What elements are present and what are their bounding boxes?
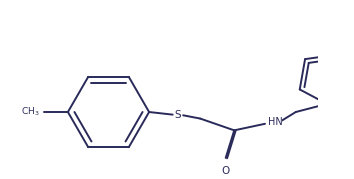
Text: O: O	[222, 166, 230, 176]
Text: S: S	[175, 110, 181, 120]
Text: HN: HN	[268, 117, 282, 127]
Text: CH$_3$: CH$_3$	[21, 106, 40, 118]
